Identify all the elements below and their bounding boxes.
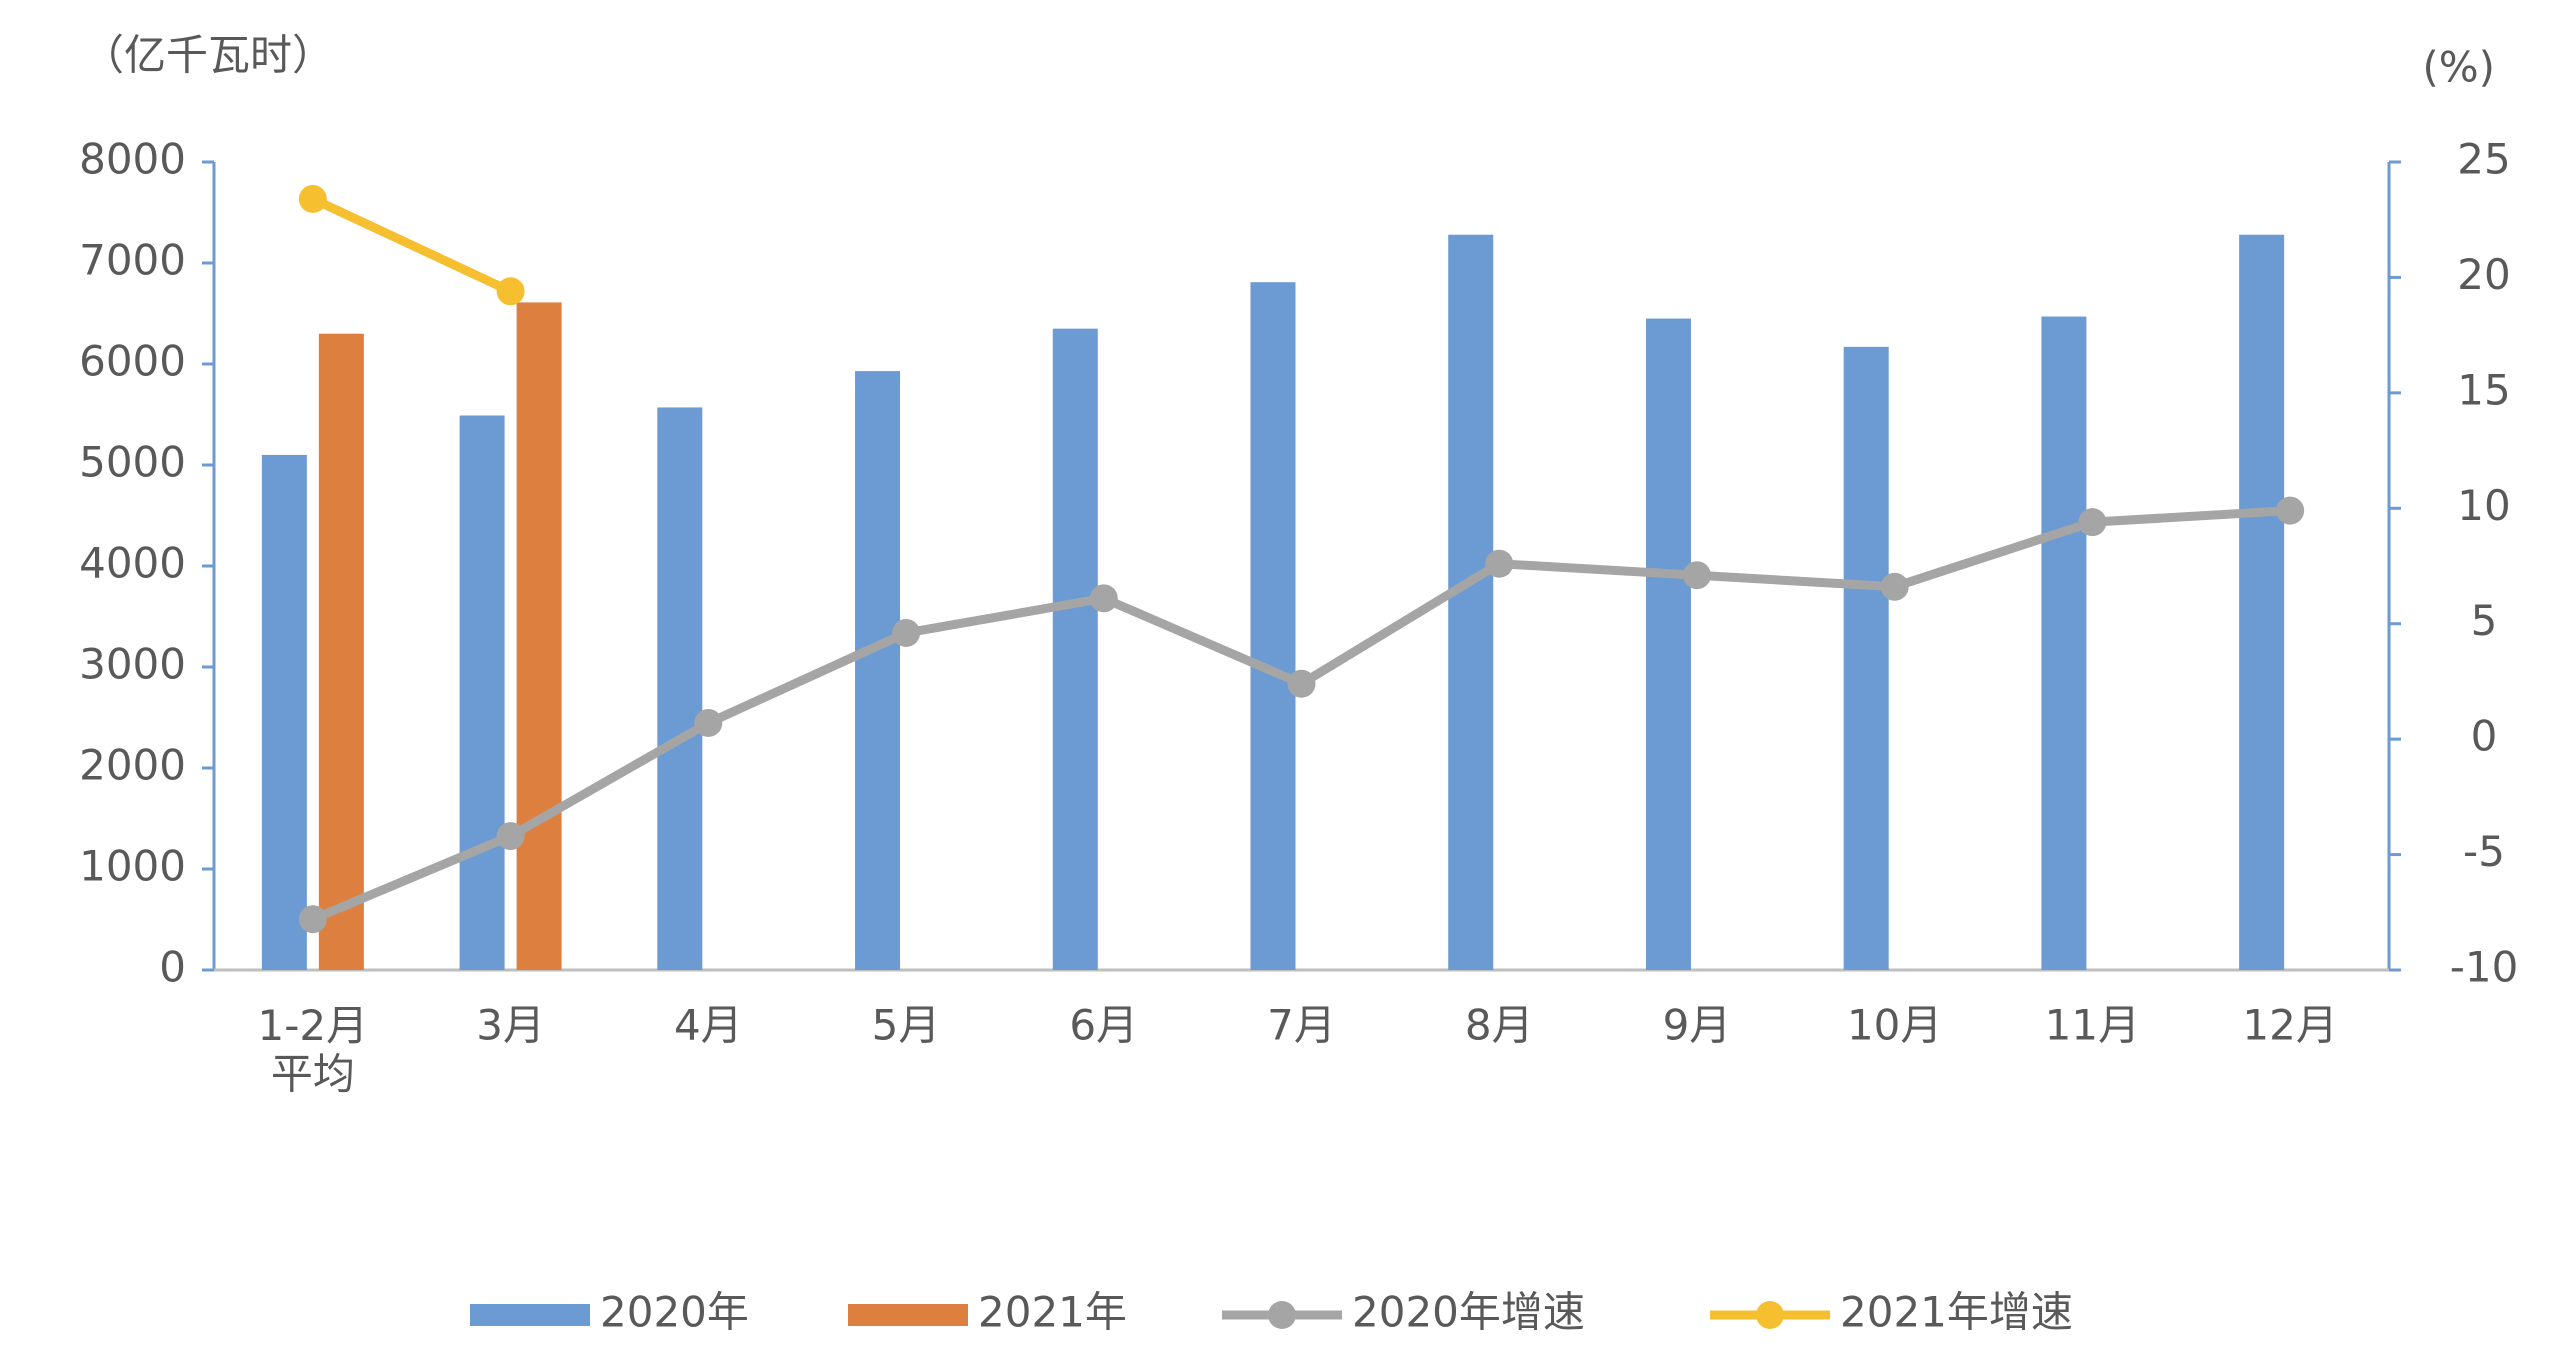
y-tick-label: 2000 [79,741,186,790]
line [311,506,2291,924]
marker [298,905,327,934]
legend-label: 2020年增速 [1352,1288,1585,1337]
bar [1448,234,1494,971]
y2-tick-label: 5 [2471,596,2498,645]
x-tick-label: 4月 [674,1001,743,1050]
marker [298,184,327,213]
bar [855,371,901,970]
bar [1843,346,1889,971]
marker [496,277,525,306]
bar [261,454,307,970]
legend-swatch [1756,1301,1784,1329]
y2-tick-label: -5 [2463,827,2505,876]
marker [1485,549,1514,578]
y2-tick-label: 25 [2457,135,2510,184]
y2-tick-label: 15 [2457,365,2510,414]
y2-tick-label: -10 [2450,943,2519,992]
y-unit: （亿千瓦时） [82,31,334,80]
y-tick-label: 0 [159,943,186,992]
y-tick-label: 3000 [79,640,186,689]
marker [2276,496,2305,525]
bar [1250,282,1296,970]
bar [516,302,562,970]
marker [1089,584,1118,613]
x-tick-label: 1-2月平均 [258,1001,369,1098]
y-tick-label: 7000 [79,236,186,285]
legend-label: 2021年增速 [1840,1288,2073,1337]
x-tick-label: 5月 [872,1001,941,1050]
legend-label: 2021年 [978,1288,1127,1337]
marker [496,822,525,851]
x-tick-label: 6月 [1069,1001,1138,1050]
x-tick-label: 7月 [1267,1001,1336,1050]
marker [892,618,921,647]
y-tick-label: 6000 [79,337,186,386]
y-tick-label: 8000 [79,135,186,184]
bar [2041,316,2087,970]
line [310,194,513,296]
y2-tick-label: 20 [2457,250,2510,299]
bar [657,407,703,970]
legend-swatch [470,1304,590,1326]
bar [1645,318,1691,970]
legend-label: 2020年 [600,1288,749,1337]
x-tick-label: 12月 [2242,1001,2337,1050]
y2-unit: (%) [2422,43,2495,92]
bar [318,333,364,970]
y-tick-label: 4000 [79,539,186,588]
legend-swatch [1268,1301,1296,1329]
bar [2239,234,2285,971]
x-tick-label: 9月 [1663,1001,1732,1050]
y-tick-label: 5000 [79,438,186,487]
bar [459,415,505,970]
legend-swatch [848,1304,968,1326]
marker [1880,572,1909,601]
y-tick-label: 1000 [79,842,186,891]
x-tick-label: 8月 [1465,1001,1534,1050]
x-tick-label: 10月 [1847,1001,1942,1050]
bar [1052,328,1098,970]
marker [1287,669,1316,698]
y2-tick-label: 10 [2457,481,2510,530]
marker [2078,508,2107,537]
marker [1682,561,1711,590]
x-tick-label: 3月 [476,1001,545,1050]
x-tick-label: 11月 [2045,1001,2140,1050]
marker [694,708,723,737]
y2-tick-label: 0 [2471,712,2498,761]
